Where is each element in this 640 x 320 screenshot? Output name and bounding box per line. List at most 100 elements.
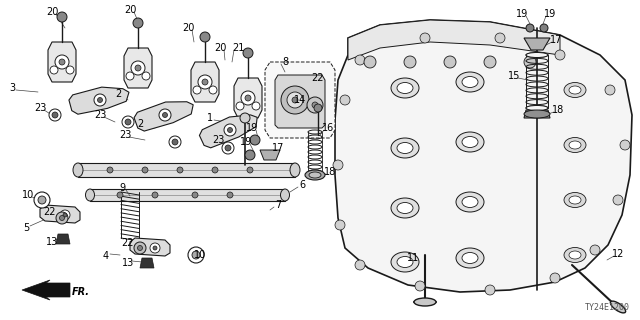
- Circle shape: [122, 116, 134, 128]
- Polygon shape: [524, 110, 550, 118]
- Text: 21: 21: [232, 43, 244, 53]
- Ellipse shape: [564, 83, 586, 98]
- Polygon shape: [130, 238, 170, 256]
- Circle shape: [250, 135, 260, 145]
- Circle shape: [526, 24, 534, 32]
- Circle shape: [222, 142, 234, 154]
- Text: 22: 22: [122, 238, 134, 248]
- Ellipse shape: [397, 142, 413, 154]
- Polygon shape: [48, 42, 76, 82]
- Text: 20: 20: [182, 23, 194, 33]
- Ellipse shape: [397, 203, 413, 213]
- Polygon shape: [22, 280, 70, 300]
- Circle shape: [193, 86, 201, 94]
- Circle shape: [134, 242, 146, 254]
- Text: 22: 22: [312, 73, 324, 83]
- Polygon shape: [134, 102, 193, 131]
- Circle shape: [252, 102, 260, 110]
- Polygon shape: [124, 48, 152, 88]
- Ellipse shape: [397, 83, 413, 93]
- Circle shape: [56, 212, 68, 224]
- Circle shape: [57, 12, 67, 22]
- Polygon shape: [524, 38, 550, 50]
- Circle shape: [209, 86, 217, 94]
- Circle shape: [307, 97, 323, 113]
- Circle shape: [159, 109, 171, 121]
- Circle shape: [243, 48, 253, 58]
- Ellipse shape: [564, 193, 586, 207]
- Circle shape: [107, 167, 113, 173]
- Circle shape: [138, 245, 143, 251]
- Circle shape: [404, 56, 416, 68]
- Text: 23: 23: [34, 103, 46, 113]
- Circle shape: [192, 192, 198, 198]
- Text: 3: 3: [9, 83, 15, 93]
- Circle shape: [153, 246, 157, 250]
- Bar: [78, 163, 295, 177]
- Ellipse shape: [309, 172, 321, 178]
- Bar: [90, 189, 285, 201]
- Ellipse shape: [456, 72, 484, 92]
- Circle shape: [287, 92, 303, 108]
- Text: 11: 11: [407, 253, 419, 263]
- Text: 2: 2: [137, 119, 143, 129]
- Ellipse shape: [290, 163, 300, 177]
- Text: 20: 20: [46, 7, 58, 17]
- Ellipse shape: [73, 163, 83, 177]
- Ellipse shape: [526, 52, 548, 58]
- Circle shape: [292, 97, 298, 103]
- Polygon shape: [69, 87, 129, 114]
- Circle shape: [247, 167, 253, 173]
- Circle shape: [333, 160, 343, 170]
- Ellipse shape: [391, 138, 419, 158]
- Ellipse shape: [86, 189, 95, 201]
- Ellipse shape: [564, 247, 586, 262]
- Circle shape: [59, 59, 65, 65]
- Text: 14: 14: [294, 95, 306, 105]
- Text: 4: 4: [103, 251, 109, 261]
- Ellipse shape: [414, 298, 436, 306]
- Circle shape: [38, 196, 46, 204]
- Circle shape: [364, 56, 376, 68]
- Ellipse shape: [456, 192, 484, 212]
- Circle shape: [135, 65, 141, 71]
- Text: 18: 18: [324, 167, 336, 177]
- Circle shape: [240, 113, 250, 123]
- Circle shape: [485, 285, 495, 295]
- Text: 15: 15: [508, 71, 520, 81]
- Polygon shape: [275, 75, 325, 128]
- Text: 12: 12: [612, 249, 624, 259]
- Text: 10: 10: [194, 250, 206, 260]
- Ellipse shape: [462, 137, 478, 148]
- Text: 20: 20: [124, 5, 136, 15]
- Circle shape: [63, 213, 67, 217]
- Circle shape: [172, 139, 178, 145]
- Circle shape: [620, 140, 630, 150]
- Text: 19: 19: [516, 9, 528, 19]
- Polygon shape: [40, 205, 80, 223]
- Circle shape: [125, 119, 131, 125]
- Ellipse shape: [391, 78, 419, 98]
- Text: 13: 13: [46, 237, 58, 247]
- Ellipse shape: [569, 141, 581, 149]
- Circle shape: [314, 104, 322, 112]
- Circle shape: [97, 98, 102, 102]
- Text: 19: 19: [544, 9, 556, 19]
- Circle shape: [550, 273, 560, 283]
- Ellipse shape: [569, 251, 581, 259]
- Circle shape: [227, 127, 232, 132]
- Circle shape: [444, 56, 456, 68]
- Circle shape: [212, 167, 218, 173]
- Ellipse shape: [569, 86, 581, 94]
- Circle shape: [524, 56, 536, 68]
- Circle shape: [605, 85, 615, 95]
- Text: TY24E1200: TY24E1200: [585, 303, 630, 312]
- Circle shape: [241, 91, 255, 105]
- Circle shape: [224, 124, 236, 136]
- Circle shape: [355, 55, 365, 65]
- Ellipse shape: [569, 196, 581, 204]
- Circle shape: [163, 113, 168, 117]
- Circle shape: [50, 66, 58, 74]
- Ellipse shape: [462, 76, 478, 87]
- Circle shape: [142, 72, 150, 80]
